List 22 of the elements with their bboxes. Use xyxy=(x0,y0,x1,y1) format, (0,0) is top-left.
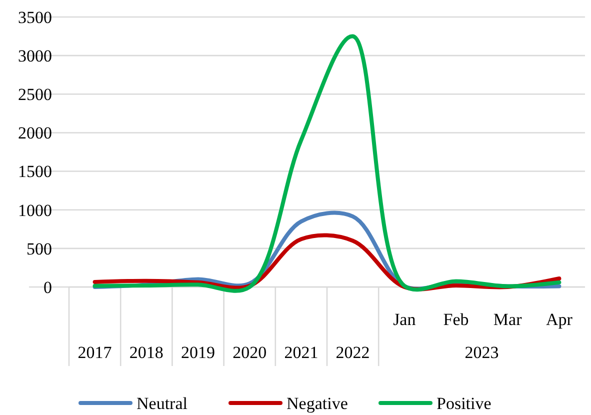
x-tick-label: 2017 xyxy=(78,343,112,362)
y-tick-label: 500 xyxy=(26,239,52,258)
x-tick-label: 2021 xyxy=(284,343,318,362)
x-tick-label: 2019 xyxy=(181,343,215,362)
x-tick-label: 2022 xyxy=(336,343,370,362)
y-tick-label: 1000 xyxy=(18,200,52,220)
legend-label: Neutral xyxy=(136,394,188,413)
y-tick-label: 3500 xyxy=(18,8,52,27)
y-tick-label: 1500 xyxy=(18,162,52,182)
y-tick-label: 0 xyxy=(44,278,52,297)
x-tick-label: Mar xyxy=(493,310,522,329)
y-tick-label: 3000 xyxy=(18,46,52,66)
x-tick-label: 2020 xyxy=(232,343,267,362)
x-tick-label: Apr xyxy=(546,310,573,329)
x-tick-label: Jan xyxy=(393,310,416,329)
y-tick-label: 2000 xyxy=(18,124,52,143)
legend-label: Positive xyxy=(436,394,492,413)
x-tick-label: 2018 xyxy=(129,343,164,362)
legend-label: Negative xyxy=(286,394,348,413)
x-tick-label: Feb xyxy=(443,310,469,329)
text: 2023 xyxy=(464,343,499,362)
y-tick-label: 2500 xyxy=(18,85,52,104)
